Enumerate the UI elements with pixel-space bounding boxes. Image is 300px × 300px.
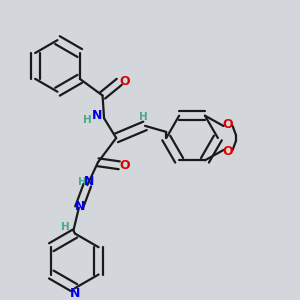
Text: N: N: [92, 109, 103, 122]
Text: O: O: [119, 75, 130, 88]
Text: H: H: [77, 177, 86, 187]
Text: N: N: [75, 200, 85, 213]
Text: H: H: [61, 222, 69, 232]
Text: H: H: [83, 115, 92, 125]
Text: N: N: [84, 176, 94, 188]
Text: H: H: [139, 112, 148, 122]
Text: N: N: [70, 286, 80, 299]
Text: O: O: [223, 118, 233, 131]
Text: O: O: [223, 145, 233, 158]
Text: O: O: [119, 159, 130, 172]
